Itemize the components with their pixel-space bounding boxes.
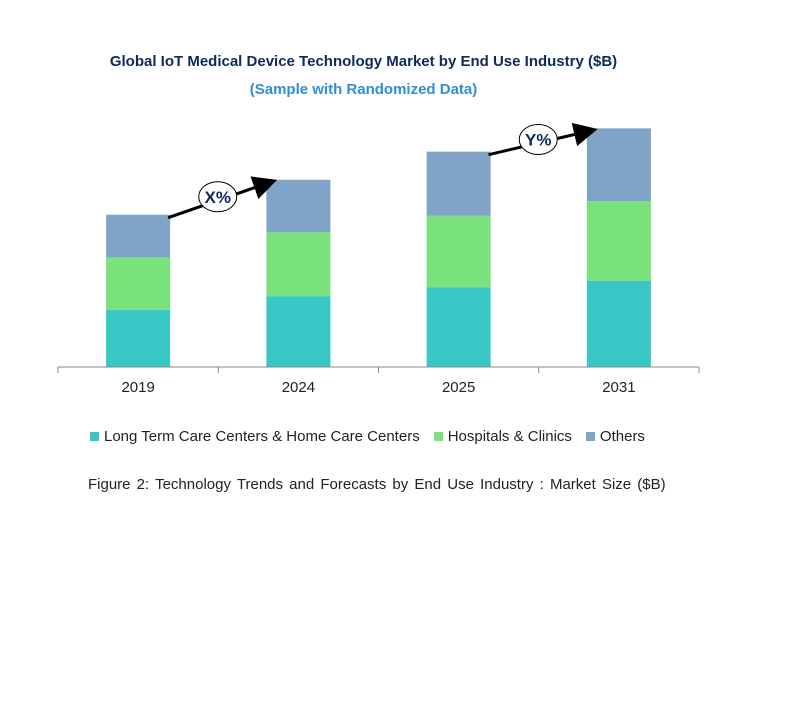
legend-swatch [433, 432, 443, 441]
legend: Long Term Care Centers & Home Care Cente… [90, 428, 645, 445]
growth-label: X% [205, 188, 231, 207]
x-tick-label: 2031 [602, 379, 635, 396]
x-tick-label: 2019 [121, 379, 154, 396]
x-tick-label: 2025 [442, 379, 475, 396]
bar-2025-series-0 [426, 287, 491, 367]
bar-2031-series-2 [586, 128, 651, 202]
bar-2025-series-1 [426, 215, 491, 288]
legend-label: Hospitals & Clinics [447, 428, 572, 445]
bar-2019-series-1 [106, 257, 171, 310]
bar-2024-series-1 [266, 232, 331, 297]
bar-2025-series-2 [426, 151, 491, 216]
chart-subtitle: (Sample with Randomized Data) [249, 81, 478, 98]
bar-2019-series-0 [106, 309, 171, 367]
bar-2031-series-0 [586, 280, 651, 367]
legend-label: Long Term Care Centers & Home Care Cente… [104, 428, 420, 445]
bar-2024-series-2 [266, 179, 331, 233]
legend-item: Hospitals & Clinics [433, 428, 572, 445]
legend-item: Others [585, 428, 645, 445]
chart-title: Global IoT Medical Device Technology Mar… [109, 53, 618, 70]
growth-label-bubble [518, 124, 558, 156]
legend-label: Others [599, 428, 645, 445]
growth-label: Y% [525, 131, 551, 150]
bar-2019-series-2 [106, 214, 171, 258]
bar-2031-series-1 [586, 201, 651, 281]
figure-caption: Figure 2: Technology Trends and Forecast… [88, 476, 666, 493]
legend-swatch [585, 432, 595, 441]
bar-2024-series-0 [266, 296, 331, 367]
x-tick-label: 2024 [282, 379, 315, 396]
legend-item: Long Term Care Centers & Home Care Cente… [90, 428, 420, 445]
plot-area: 2019 2024 2025 2031 X% Y% [57, 122, 700, 396]
growth-label-bubble [198, 181, 238, 213]
legend-swatch [90, 432, 99, 441]
